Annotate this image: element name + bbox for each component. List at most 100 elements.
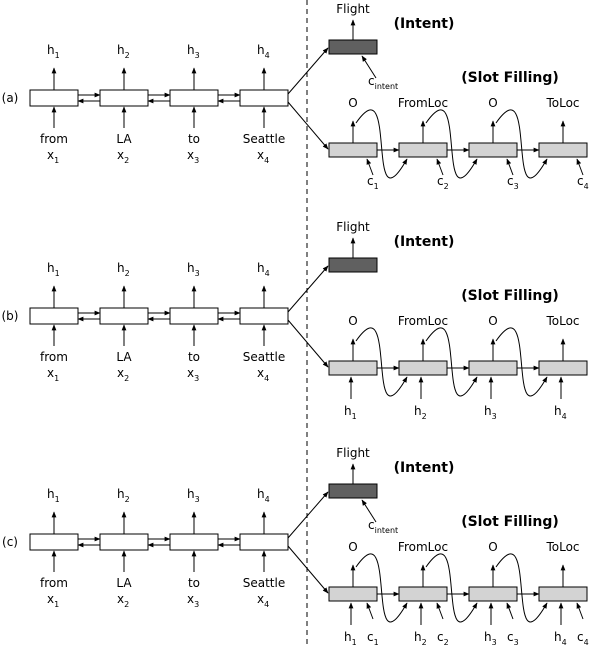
hidden-state-label: h4 <box>257 261 270 278</box>
slot-filling-title: (Slot Filling) <box>461 514 559 530</box>
decoder-context-input-arrow <box>366 158 374 176</box>
hidden-state-label: h3 <box>187 261 200 278</box>
input-token-label: x4 <box>257 592 269 609</box>
intent-title: (Intent) <box>394 16 455 32</box>
panel-c: (c) h1 from x1 h2 LA x2 h3 to x3 h4 Seattle x4 Flight… <box>2 446 589 647</box>
decoder-context-label: c4 <box>577 174 589 191</box>
hidden-state-label: h2 <box>117 261 130 278</box>
intent-output-label: Flight <box>336 220 370 234</box>
decoder-cell <box>398 142 448 158</box>
hidden-state-label: h1 <box>47 261 60 278</box>
input-token-label: x3 <box>187 148 199 165</box>
decoder-cell <box>468 586 518 602</box>
panel-label: (c) <box>2 535 18 549</box>
decoder-cell <box>468 142 518 158</box>
intent-title: (Intent) <box>394 234 455 250</box>
slot-output-label: ToLoc <box>545 96 579 110</box>
feedback-loop-curve <box>495 327 548 397</box>
decoder-hidden-input-label: h4 <box>554 404 567 421</box>
decoder-context-input-arrow <box>506 602 514 620</box>
decoder-cell <box>538 360 588 376</box>
feedback-loop-curve <box>425 553 478 623</box>
encoder-cell <box>239 89 289 107</box>
panel-a: (a) h1 from x1 h2 LA x2 h3 to x3 h4 Seattle x4 Flight… <box>2 2 589 191</box>
hidden-state-label: h4 <box>257 43 270 60</box>
slot-output-label: O <box>488 314 497 328</box>
decoder-cell <box>538 586 588 602</box>
slot-output-label: FromLoc <box>398 96 448 110</box>
feedback-loop-curve <box>355 109 408 179</box>
decoder-context-input-arrow <box>576 158 584 176</box>
encoder-cell <box>169 307 219 325</box>
decoder-cell <box>328 586 378 602</box>
decoder-context-input-arrow <box>436 158 444 176</box>
decoder-context-label: c1 <box>367 174 379 191</box>
decoder-cell <box>328 142 378 158</box>
input-token-label: x2 <box>117 366 129 383</box>
input-word: from <box>40 576 68 590</box>
decoder-cell <box>538 142 588 158</box>
decoder-cell <box>328 360 378 376</box>
panel-label: (a) <box>2 91 19 105</box>
input-token-label: x2 <box>117 592 129 609</box>
decoder-context-label: c2 <box>437 630 449 647</box>
intent-cell <box>328 257 378 273</box>
slot-output-label: O <box>488 96 497 110</box>
input-word: LA <box>116 576 132 590</box>
slot-output-label: O <box>348 96 357 110</box>
hidden-state-label: h2 <box>117 487 130 504</box>
encoder-cell <box>99 533 149 551</box>
hidden-state-label: h2 <box>117 43 130 60</box>
intent-title: (Intent) <box>394 460 455 476</box>
input-word: LA <box>116 350 132 364</box>
decoder-context-label: c3 <box>507 630 519 647</box>
input-token-label: x3 <box>187 366 199 383</box>
slot-filling-title: (Slot Filling) <box>461 70 559 86</box>
input-word: from <box>40 350 68 364</box>
panel-b: (b) h1 from x1 h2 LA x2 h3 to x3 h4 Seattle x4 Flight… <box>2 220 588 421</box>
decoder-cell <box>398 586 448 602</box>
decoder-context-label: c1 <box>367 630 379 647</box>
decoder-cell <box>468 360 518 376</box>
decoder-context-label: c2 <box>437 174 449 191</box>
encoder-cell <box>29 89 79 107</box>
input-word: LA <box>116 132 132 146</box>
input-token-label: x1 <box>47 366 59 383</box>
input-token-label: x1 <box>47 148 59 165</box>
encoder-cell <box>169 533 219 551</box>
hidden-state-label: h3 <box>187 43 200 60</box>
decoder-context-input-arrow <box>436 602 444 620</box>
feedback-loop-curve <box>425 327 478 397</box>
to-intent-arrow <box>287 47 329 95</box>
to-slot-decoder-arrow <box>287 101 329 150</box>
decoder-hidden-input-label: h2 <box>414 404 427 421</box>
intent-context-label: cintent <box>368 74 398 91</box>
slot-output-label: ToLoc <box>545 314 579 328</box>
feedback-loop-curve <box>495 553 548 623</box>
decoder-context-label: c3 <box>507 174 519 191</box>
hidden-state-label: h1 <box>47 43 60 60</box>
input-word: Seattle <box>243 576 285 590</box>
slot-output-label: FromLoc <box>398 540 448 554</box>
decoder-hidden-input-label: h3 <box>484 630 497 647</box>
intent-context-arrow <box>361 499 377 523</box>
hidden-state-label: h1 <box>47 487 60 504</box>
encoder-cell <box>29 533 79 551</box>
encoder-cell <box>239 533 289 551</box>
decoder-hidden-input-label: h1 <box>344 404 357 421</box>
to-slot-decoder-arrow <box>287 319 329 368</box>
decoder-hidden-input-label: h2 <box>414 630 427 647</box>
decoder-hidden-input-label: h1 <box>344 630 357 647</box>
to-intent-arrow <box>287 491 329 539</box>
feedback-loop-curve <box>495 109 548 179</box>
slot-output-label: ToLoc <box>545 540 579 554</box>
slot-output-label: O <box>348 540 357 554</box>
decoder-context-input-arrow <box>576 602 584 620</box>
input-token-label: x1 <box>47 592 59 609</box>
intent-output-label: Flight <box>336 446 370 460</box>
hidden-state-label: h4 <box>257 487 270 504</box>
input-token-label: x4 <box>257 148 269 165</box>
feedback-loop-curve <box>355 553 408 623</box>
intent-cell <box>328 483 378 499</box>
decoder-cell <box>398 360 448 376</box>
